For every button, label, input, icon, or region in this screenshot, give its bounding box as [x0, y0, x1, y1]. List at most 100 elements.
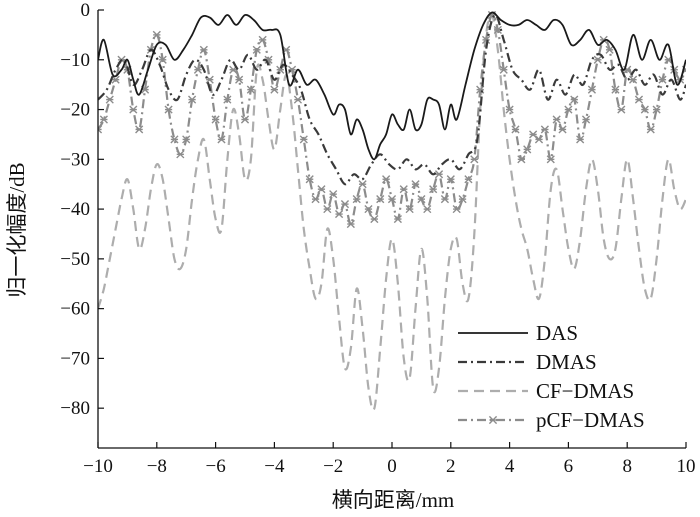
- series-marker-pcf-dmas: [434, 170, 444, 179]
- series-marker-pcf-dmas: [587, 85, 597, 94]
- series-marker-pcf-dmas: [152, 30, 161, 39]
- series-marker-pcf-dmas: [534, 135, 544, 144]
- series-marker-pcf-dmas: [258, 35, 267, 44]
- series-marker-pcf-dmas: [99, 115, 108, 124]
- series-marker-pcf-dmas: [411, 180, 420, 189]
- legend-label-cf-dmas: CF−DMAS: [536, 379, 634, 403]
- series-marker-pcf-dmas: [523, 145, 532, 154]
- series-marker-pcf-dmas: [199, 45, 208, 54]
- series-marker-pcf-dmas: [646, 125, 655, 134]
- y-tick-label: −30: [60, 149, 90, 170]
- series-marker-pcf-dmas: [393, 214, 402, 224]
- series-marker-pcf-dmas: [158, 55, 167, 64]
- series-marker-pcf-dmas: [98, 125, 103, 134]
- x-tick-label: −10: [83, 456, 113, 477]
- series-marker-pcf-dmas: [164, 105, 173, 114]
- legend-label-dmas: DMAS: [536, 350, 597, 374]
- series-marker-pcf-dmas: [399, 185, 408, 194]
- legend-label-das: DAS: [536, 321, 578, 345]
- series-marker-pcf-dmas: [376, 195, 385, 204]
- series-marker-pcf-dmas: [223, 95, 232, 104]
- series-line-cf-dmas: [98, 13, 686, 411]
- series-marker-pcf-dmas: [323, 204, 332, 214]
- x-axis-label: 横向距离/mm: [332, 488, 455, 512]
- series-marker-pcf-dmas: [329, 190, 338, 199]
- series-marker-pcf-dmas: [511, 125, 520, 134]
- series-marker-pcf-dmas: [299, 135, 308, 144]
- series-marker-pcf-dmas: [340, 200, 350, 209]
- series-marker-pcf-dmas: [170, 135, 179, 144]
- series-marker-pcf-dmas: [470, 155, 479, 164]
- x-tick-label: −2: [323, 456, 343, 477]
- series-marker-pcf-dmas: [176, 150, 185, 159]
- series-marker-pcf-dmas: [617, 105, 626, 114]
- x-tick-label: 2: [446, 456, 456, 477]
- series-marker-pcf-dmas: [628, 75, 638, 84]
- series-marker-pcf-dmas: [135, 125, 144, 134]
- series-marker-pcf-dmas: [440, 195, 450, 204]
- series-marker-pcf-dmas: [129, 105, 138, 114]
- series-marker-pcf-dmas: [570, 95, 579, 104]
- series-marker-pcf-dmas: [576, 135, 585, 144]
- series-marker-pcf-dmas: [370, 214, 379, 224]
- x-tick-label: −6: [205, 456, 225, 477]
- series-marker-pcf-dmas: [217, 135, 226, 144]
- series-marker-pcf-dmas: [593, 55, 602, 64]
- series-marker-pcf-dmas: [634, 95, 644, 104]
- series-marker-pcf-dmas: [352, 195, 361, 204]
- series-marker-pcf-dmas: [211, 115, 220, 124]
- y-tick-label: −70: [60, 348, 90, 369]
- series-marker-pcf-dmas: [334, 209, 344, 219]
- series-marker-pcf-dmas: [558, 125, 567, 134]
- series-marker-pcf-dmas: [364, 204, 373, 214]
- series-marker-pcf-dmas: [311, 195, 320, 204]
- series-marker-pcf-dmas: [276, 65, 285, 74]
- series-marker-pcf-dmas: [499, 65, 508, 74]
- series-marker-pcf-dmas: [387, 195, 397, 204]
- series-marker-pcf-dmas: [293, 95, 303, 104]
- series-marker-pcf-dmas: [305, 175, 314, 184]
- x-tick-label: 10: [677, 456, 696, 477]
- series-marker-pcf-dmas: [182, 135, 191, 144]
- series-marker-pcf-dmas: [270, 85, 279, 94]
- plot-lines: [98, 10, 686, 411]
- series-marker-pcf-dmas: [429, 185, 438, 194]
- y-tick-label: −80: [60, 398, 90, 419]
- series-marker-pcf-dmas: [193, 65, 203, 74]
- y-tick-label: −50: [60, 249, 90, 270]
- series-marker-pcf-dmas: [252, 45, 261, 54]
- series-marker-pcf-dmas: [611, 85, 620, 94]
- x-tick-label: −4: [264, 456, 285, 477]
- series-marker-pcf-dmas: [358, 180, 367, 189]
- series-marker-pcf-dmas: [581, 115, 591, 124]
- series-marker-pcf-dmas: [235, 75, 244, 84]
- x-tick-label: 6: [564, 456, 574, 477]
- series-marker-pcf-dmas: [640, 105, 649, 114]
- series-marker-pcf-dmas: [658, 75, 667, 84]
- series-marker-pcf-dmas: [423, 204, 432, 214]
- series-marker-pcf-dmas: [246, 85, 255, 94]
- series-marker-pcf-dmas: [564, 105, 573, 114]
- x-tick-label: −8: [147, 456, 167, 477]
- series-marker-pcf-dmas: [417, 195, 426, 204]
- series-line-dmas: [98, 13, 686, 186]
- y-tick-label: −10: [60, 50, 90, 71]
- series-marker-pcf-dmas: [240, 115, 250, 124]
- series-marker-pcf-dmas: [446, 175, 455, 184]
- legend-marker-pcf-dmas: [488, 415, 498, 425]
- series-marker-pcf-dmas: [605, 45, 614, 54]
- y-axis-label: 归一化幅度/dB: [5, 162, 29, 297]
- series-marker-pcf-dmas: [652, 105, 661, 114]
- legend-label-pcf-dmas: pCF−DMAS: [536, 408, 645, 432]
- series-line-das: [98, 11, 686, 161]
- y-tick-label: −40: [60, 199, 90, 220]
- series-marker-pcf-dmas: [505, 105, 514, 114]
- series-marker-pcf-dmas: [493, 25, 502, 35]
- series-marker-pcf-dmas: [546, 155, 555, 164]
- series-marker-pcf-dmas: [464, 175, 473, 184]
- x-tick-label: 8: [622, 456, 632, 477]
- series-marker-pcf-dmas: [105, 95, 114, 104]
- series-marker-pcf-dmas: [552, 115, 561, 124]
- y-tick-label: −20: [60, 100, 90, 121]
